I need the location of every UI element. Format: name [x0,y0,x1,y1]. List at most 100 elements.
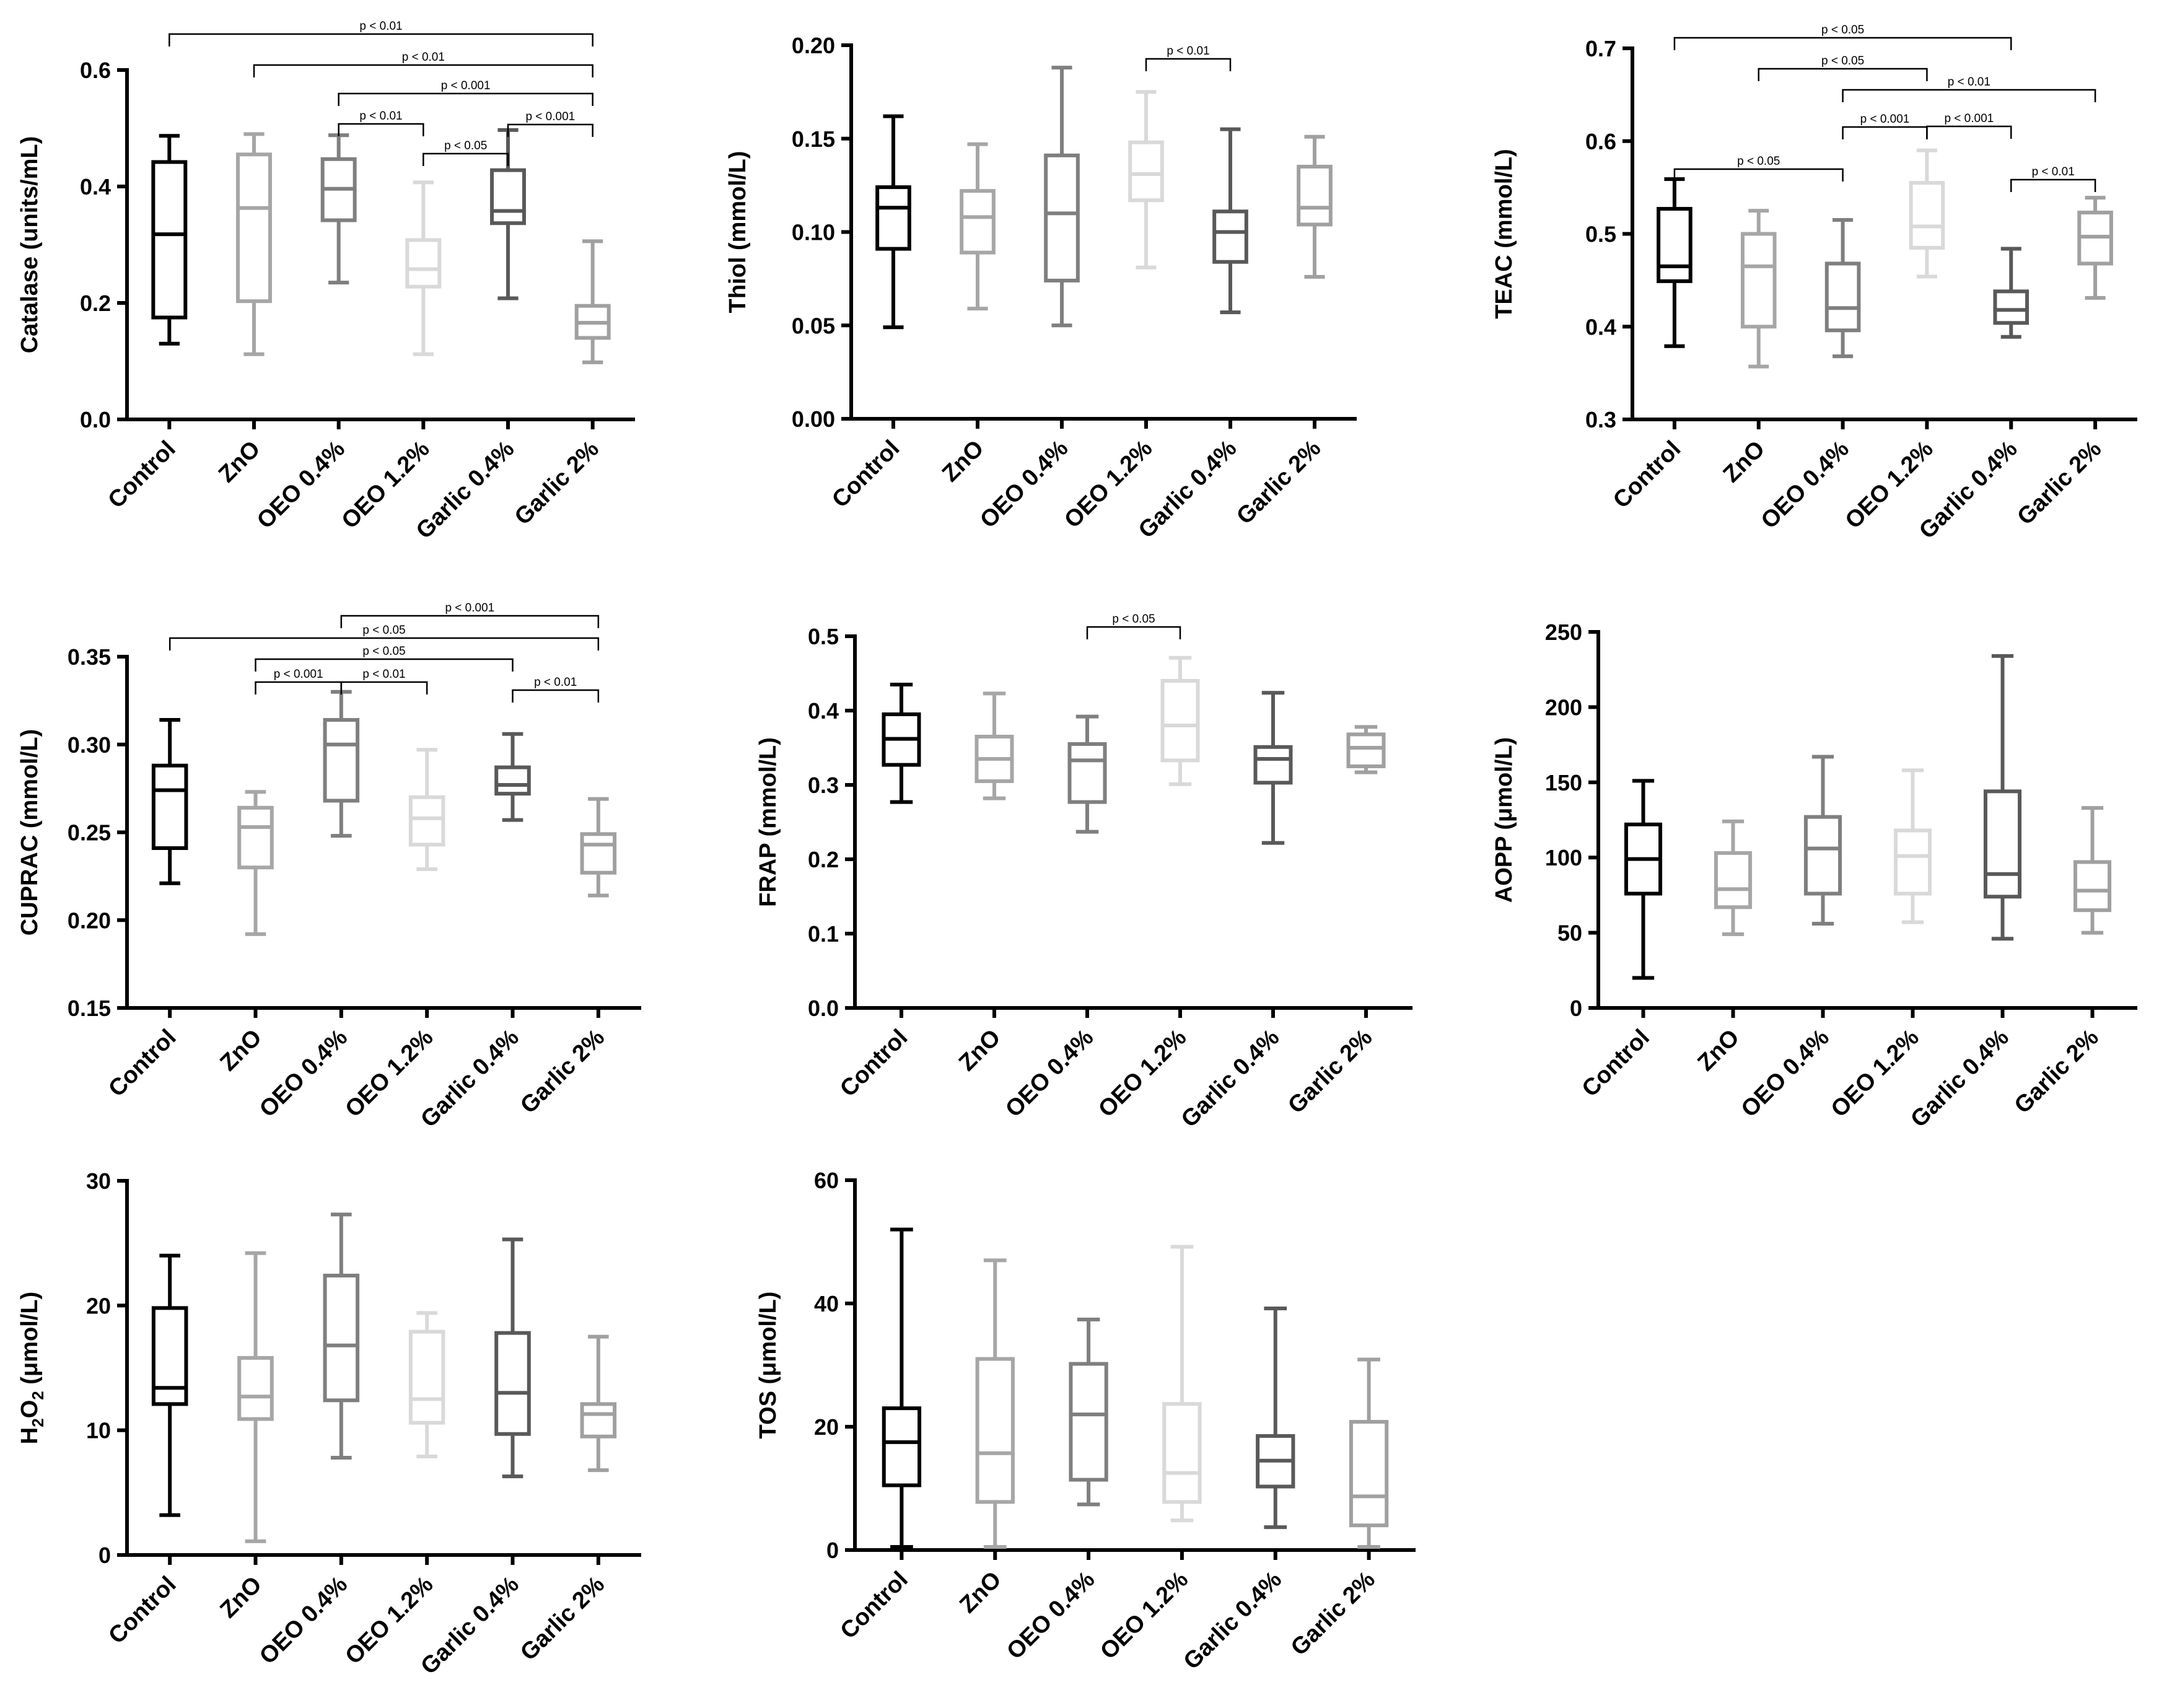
iqr-box [323,1274,360,1403]
x-category-label: Control [827,436,904,513]
box-3 [1162,1245,1202,1523]
chart-panel: 0.0 0.1 0.2 0.3 0.4 0.5 FRAP (mmol/L) Control Zn… [755,613,1412,1132]
x-category-label: Garlic 2% [515,1572,610,1666]
p-value-label: p < 0.05 [1112,613,1155,626]
box-1 [975,1258,1015,1549]
x-category-label: Garlic 2% [1283,1025,1377,1119]
box-5 [2073,806,2112,935]
y-tick-label: 0.20 [792,33,835,58]
x-category-label: Control [835,1025,913,1102]
y-tick-label: 0.25 [68,820,111,846]
box-3 [408,748,445,872]
bracket-line [169,33,593,46]
bracket-line [1842,126,1928,139]
p-value-label: p < 0.01 [2032,165,2075,178]
box-5 [580,1334,617,1473]
bracket-line [255,658,514,672]
iqr-box [975,1357,1015,1504]
box-0 [882,683,921,804]
iqr-box [882,1406,922,1487]
x-category-label: Garlic 0.4% [1179,1567,1287,1675]
y-tick-label: 0.5 [1585,222,1616,247]
x-category-label: Garlic 0.4% [1176,1025,1285,1133]
iqr-box [1067,742,1107,804]
significance-bracket: p < 0.01 [2010,165,2096,192]
box-1 [237,790,274,936]
box-5 [574,239,611,364]
significance-bracket: p < 0.001 [507,110,593,137]
iqr-box [1162,1402,1202,1504]
y-tick-label: 0.4 [80,174,111,199]
p-value-label: p < 0.01 [402,51,445,64]
significance-bracket: p < 0.05 [169,624,600,650]
y-tick-label: 0.0 [80,407,111,432]
y-tick-label: 100 [1545,845,1582,870]
iqr-box [237,1355,274,1421]
x-category-label: ZnO [215,1025,266,1076]
box-0 [151,1253,188,1517]
iqr-box [1657,207,1692,283]
x-category-label: ZnO [955,1567,1006,1618]
x-category-label: Control [103,436,180,514]
iqr-box [875,185,911,251]
bracket-line [1673,37,2012,50]
iqr-box [580,1402,617,1439]
iqr-box [494,1331,531,1436]
box-0 [151,134,188,346]
x-category-label: Garlic 2% [2010,1025,2104,1119]
box-5 [1346,725,1386,774]
box-3 [408,1311,445,1458]
significance-bracket: p < 0.05 [1758,55,1928,81]
box-0 [875,114,911,330]
x-category-label: Control [836,1567,913,1644]
iqr-box [408,795,445,847]
y-axis-label: FRAP (mmol/L) [755,737,781,907]
y-axis-label-part: O [17,1400,43,1419]
box-0 [882,1227,922,1549]
x-category-label: ZnO [214,436,265,488]
p-value-label: p < 0.05 [1821,24,1864,37]
y-tick-label: 20 [814,1414,839,1440]
x-category-label: OEO 1.2% [1093,1025,1191,1123]
p-value-label: p < 0.05 [1821,55,1864,68]
box-2 [323,690,360,838]
y-tick-label: 20 [86,1293,111,1318]
box-3 [1909,148,1945,279]
y-tick-label: 0.3 [1585,407,1616,432]
bracket-line [1926,125,2012,139]
box-2 [323,1212,360,1460]
p-value-label: p < 0.001 [525,110,575,123]
x-category-label: OEO 0.4% [975,436,1073,533]
box-5 [1349,1357,1389,1549]
significance-bracket: p < 0.05 [423,139,509,166]
box-4 [1983,654,2022,941]
box-2 [1803,755,1842,926]
y-tick-label: 60 [814,1168,839,1193]
y-tick-label: 30 [86,1168,111,1194]
box-1 [1740,209,1777,369]
p-value-label: p < 0.001 [274,668,323,681]
box-5 [2077,196,2113,300]
bracket-line [338,92,593,106]
p-value-label: p < 0.001 [1944,112,1994,125]
chart-panel: 0.0 0.2 0.4 0.6 Catalase (units/mL) Control Zn… [17,20,635,544]
y-tick-label: 0.35 [68,644,111,670]
p-value-label: p < 0.05 [362,645,405,658]
bracket-line [169,637,600,650]
iqr-box [1824,261,1861,333]
box-1 [237,1251,274,1543]
x-category-label: Garlic 2% [1286,1567,1380,1661]
x-category-label: OEO 0.4% [1001,1025,1098,1123]
y-tick-label: 0.1 [808,921,839,947]
significance-bracket: p < 0.01 [340,668,428,694]
iqr-box [236,152,272,304]
x-category-label: Control [1577,1025,1655,1102]
x-category-label: ZnO [1692,1025,1744,1076]
y-tick-label: 200 [1545,694,1582,720]
significance-bracket: p < 0.01 [512,676,600,703]
bracket-line [340,615,600,628]
iqr-box [580,832,617,875]
x-category-label: ZnO [937,436,989,487]
